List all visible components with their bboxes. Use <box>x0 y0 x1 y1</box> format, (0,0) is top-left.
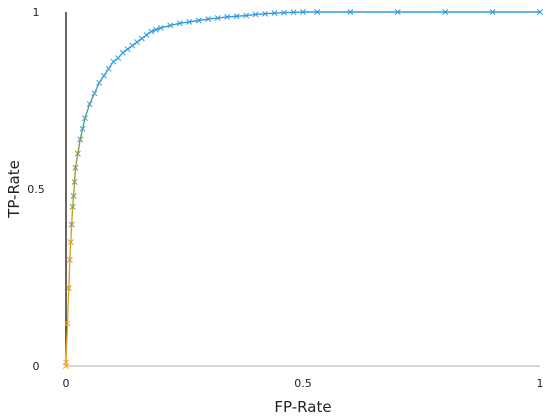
roc-point-marker <box>214 15 221 21</box>
roc-point-marker <box>69 203 76 210</box>
roc-point-marker <box>86 101 93 107</box>
y-tick-labels: 00.51 <box>27 6 45 373</box>
roc-point-marker <box>148 28 155 35</box>
roc-point-marker <box>124 46 131 53</box>
roc-point-marker <box>68 221 75 228</box>
roc-point-marker <box>442 9 449 15</box>
roc-point-marker <box>119 49 126 56</box>
roc-point-marker <box>74 150 81 157</box>
roc-point-marker <box>138 35 145 42</box>
roc-point-marker <box>271 10 278 17</box>
x-tick-labels: 0 0.5 1 <box>63 377 544 390</box>
x-tick-label: 1 <box>537 377 544 390</box>
roc-point-marker <box>82 115 88 122</box>
roc-point-marker <box>290 9 297 16</box>
roc-point-marker <box>347 9 354 15</box>
roc-point-marker <box>66 256 73 263</box>
roc-point-marker <box>110 58 117 65</box>
roc-point-marker <box>72 164 79 171</box>
roc-point-marker <box>224 14 231 20</box>
roc-point-marker <box>205 16 212 23</box>
y-axis-label: TP-Rate <box>5 160 23 219</box>
roc-point-marker <box>281 9 287 16</box>
roc-point-marker <box>252 11 259 18</box>
roc-point-marker <box>157 24 164 31</box>
roc-point-marker <box>233 13 240 20</box>
roc-point-marker <box>65 285 72 292</box>
roc-point-marker <box>91 90 98 97</box>
roc-point-marker <box>115 55 122 61</box>
roc-point-marker <box>71 178 78 185</box>
roc-point-marker <box>77 136 84 143</box>
y-tick-label: 1 <box>33 6 40 19</box>
roc-point-marker <box>300 9 306 15</box>
roc-point-marker <box>143 32 150 38</box>
y-tick-label: 0 <box>33 360 40 373</box>
roc-point-marker <box>537 9 543 15</box>
roc-point-marker <box>176 20 183 27</box>
roc-point-marker <box>129 42 136 49</box>
roc-point-marker <box>96 79 103 86</box>
roc-point-marker <box>314 9 321 15</box>
y-tick-label: 0.5 <box>27 183 45 196</box>
roc-point-marker <box>67 239 74 246</box>
x-tick-label: 0.5 <box>294 377 312 390</box>
roc-point-marker <box>100 72 107 79</box>
roc-point-marker <box>167 22 174 29</box>
x-tick-label: 0 <box>63 377 70 390</box>
roc-point-marker <box>489 9 496 15</box>
roc-point-marker <box>195 17 202 24</box>
roc-point-marker <box>105 65 112 72</box>
roc-point-marker <box>153 26 160 33</box>
roc-point-marker <box>394 9 401 15</box>
roc-curve-line <box>65 11 540 366</box>
roc-point-marker <box>262 10 269 17</box>
x-axis-label: FP-Rate <box>274 398 331 416</box>
roc-point-marker <box>70 193 77 200</box>
roc-point-marker <box>63 359 69 366</box>
roc-series <box>63 9 543 369</box>
roc-point-marker <box>186 18 193 25</box>
roc-point-marker <box>134 39 141 46</box>
roc-point-marker <box>64 320 71 327</box>
roc-point-marker <box>79 125 86 132</box>
roc-point-marker <box>243 12 250 19</box>
